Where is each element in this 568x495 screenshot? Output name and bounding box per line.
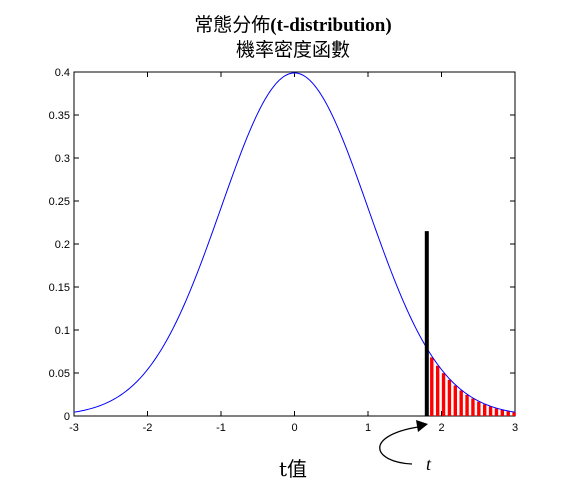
shade-bar	[435, 365, 440, 416]
t-annotation-label: t	[426, 454, 432, 474]
y-tick-label: 0	[64, 411, 70, 423]
y-tick-label: 0.35	[49, 110, 70, 122]
y-tick-label: 0.2	[55, 239, 70, 251]
x-tick-label: -2	[143, 422, 153, 434]
chart-title: 常態分佈(t-distribution)	[194, 14, 391, 36]
shade-bar	[441, 373, 446, 416]
y-tick-label: 0.05	[49, 368, 70, 380]
x-axis: -3 -2 -1 0 1 2 3	[69, 72, 518, 434]
y-tick-label: 0.1	[55, 325, 70, 337]
chart-title-latin: (t-distribution)	[270, 15, 391, 36]
x-axis-label: t值	[279, 457, 307, 481]
shaded-tail-area	[430, 357, 516, 416]
shade-bar	[447, 379, 452, 416]
x-tick-label: -1	[216, 422, 226, 434]
y-tick-label: 0.25	[49, 196, 70, 208]
shade-bar	[488, 406, 493, 416]
shade-bar	[459, 390, 463, 416]
chart-subtitle: 機率密度函數	[236, 39, 350, 61]
x-tick-label: -3	[69, 422, 79, 434]
chart-title-cjk: 常態分佈	[194, 14, 270, 36]
shade-bar	[430, 357, 434, 416]
x-tick-label: 0	[291, 422, 297, 434]
t-arrow-head	[416, 420, 428, 432]
y-tick-label: 0.15	[49, 282, 70, 294]
y-axis: 0 0.05 0.1 0.15 0.2 0.25 0.3 0.35 0.4	[49, 67, 515, 423]
y-tick-label: 0.4	[55, 67, 70, 79]
shade-bar	[465, 394, 469, 416]
shade-bar	[494, 408, 499, 416]
shade-bar	[471, 398, 475, 416]
density-curve	[73, 72, 516, 413]
shade-bar	[500, 409, 505, 416]
shade-bar	[477, 401, 481, 416]
y-tick-label: 0.3	[55, 153, 70, 165]
x-tick-label: 3	[512, 422, 518, 434]
x-tick-label: 1	[365, 422, 371, 434]
shade-bar	[453, 385, 457, 416]
x-tick-label: 2	[438, 422, 444, 434]
shade-bar	[506, 411, 510, 416]
t-arrow	[379, 426, 419, 465]
shade-bar	[512, 412, 516, 416]
plot-area	[73, 71, 516, 417]
shade-bar	[483, 404, 487, 416]
